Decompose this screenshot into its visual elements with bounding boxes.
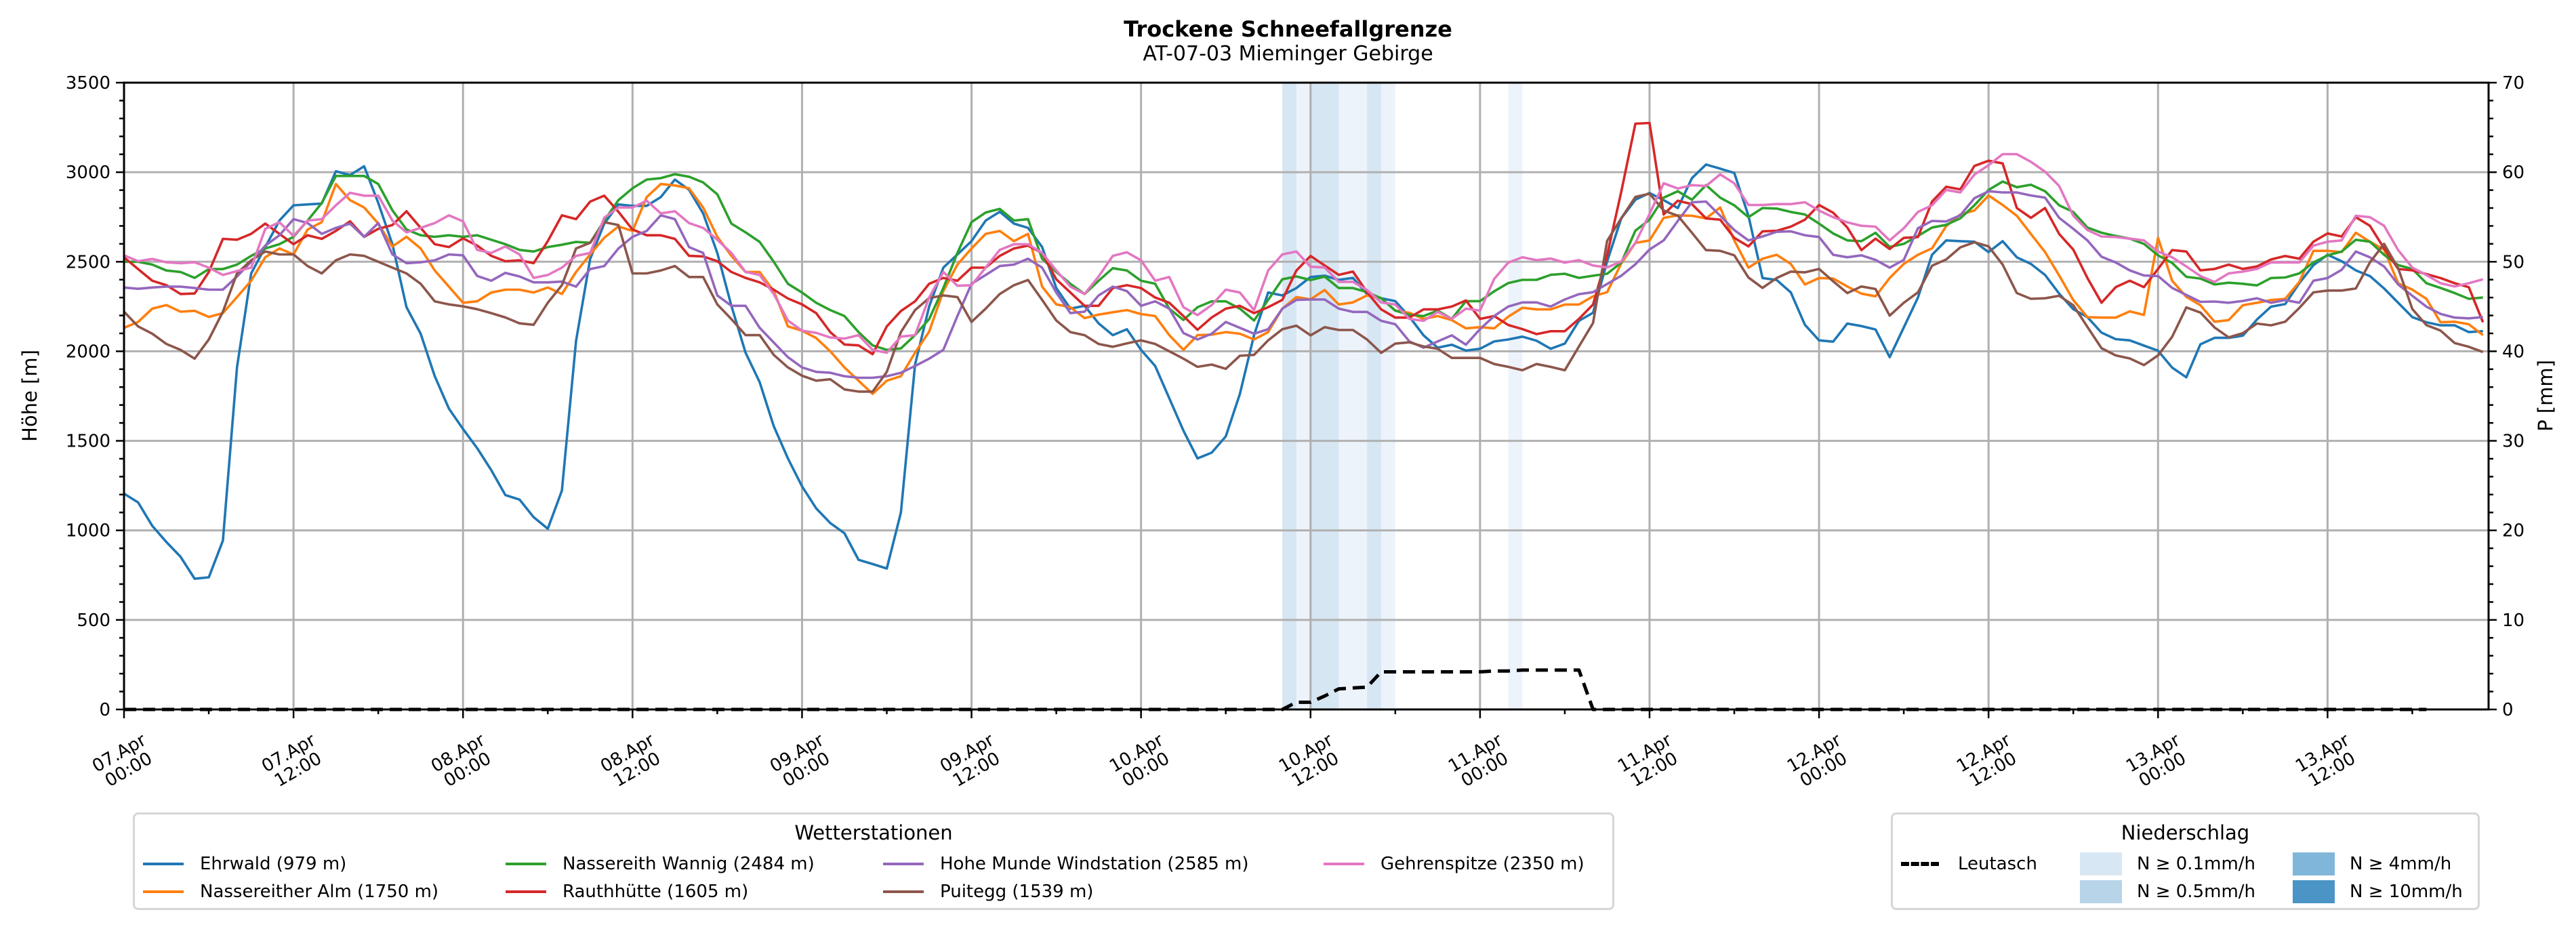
legend-label: N ≥ 4mm/h (2350, 854, 2452, 874)
legend-item: Rauthhütte (1605 m) (506, 880, 748, 903)
legend-label: Nassereith Wannig (2484 m) (563, 854, 815, 874)
precip-band (1508, 83, 1523, 709)
y-tick-label: 1000 (66, 521, 110, 541)
legend-stations-title: Wetterstationen (794, 821, 953, 844)
legend-item: Leutasch (1901, 852, 2037, 875)
series-line (123, 152, 2484, 354)
legend-item: N ≥ 0.1mm/h (2080, 852, 2255, 875)
legend-patch-0-1 (2080, 852, 2122, 875)
series-line (123, 163, 2483, 580)
axes (116, 81, 2497, 718)
precip-band (1282, 83, 1296, 709)
y2-tick-label: 70 (2502, 73, 2524, 94)
legend-item: Nassereither Alm (1750 m) (143, 880, 438, 903)
legend-dashed-line (1901, 862, 1939, 866)
legend-item: Hohe Munde Windstation (2585 m) (883, 852, 1248, 875)
legend-line-hohe-munde (883, 863, 924, 865)
legend-precip: Niederschlag Leutasch N ≥ 0.1mm/h N ≥ 0.… (1891, 812, 2480, 910)
y2-tick-label: 20 (2502, 521, 2524, 541)
legend-label: Nassereither Alm (1750 m) (200, 882, 439, 902)
precip-band (1310, 83, 1339, 709)
legend-stations: Wetterstationen Ehrwald (979 m) Nasserei… (133, 812, 1614, 910)
legend-line-puitegg (883, 890, 924, 893)
legend-line-gehrenspitze (1324, 863, 1364, 865)
legend-label: Ehrwald (979 m) (200, 854, 347, 874)
y-tick-label: 500 (77, 611, 110, 631)
legend-item: N ≥ 0.5mm/h (2080, 880, 2255, 903)
legend-line-nassereither-alm (143, 890, 184, 893)
legend-label: Hohe Munde Windstation (2585 m) (940, 854, 1249, 874)
legend-item: Ehrwald (979 m) (143, 852, 346, 875)
legend-label: Puitegg (1539 m) (940, 882, 1094, 902)
legend-item: N ≥ 10mm/h (2293, 880, 2463, 903)
legend-label: N ≥ 0.1mm/h (2137, 854, 2256, 874)
y-axis-label-right: P [mm] (2534, 360, 2557, 432)
y2-tick-label: 10 (2502, 611, 2524, 631)
legend-line-ehrwald (143, 863, 184, 865)
series-line (123, 182, 2484, 396)
chart-title: Trockene Schneefallgrenze (1124, 16, 1452, 42)
legend-patch-10 (2293, 880, 2335, 903)
legend-label: N ≥ 10mm/h (2350, 882, 2463, 902)
legend-item: Gehrenspitze (2350 m) (1324, 852, 1585, 875)
y-axis-label: Höhe [m] (18, 350, 41, 442)
station-series (123, 121, 2485, 580)
precip-band (1296, 83, 1311, 709)
legend-line-nassereith-wannig (506, 863, 546, 865)
plot-frame (123, 81, 2490, 711)
y-tick-label: 3500 (66, 73, 110, 94)
tick-labels: 0 500 1000 1500 2000 2500 3000 3500 0 10 20 30 40 50 6… (66, 73, 2524, 720)
y2-tick-label: 50 (2502, 252, 2524, 272)
chart-subtitle: AT-07-03 Mieminger Gebirge (1143, 42, 1433, 66)
precip-band (1338, 83, 1368, 709)
series-line (123, 121, 2485, 356)
series-line (123, 190, 2483, 379)
legend-item: Puitegg (1539 m) (883, 880, 1093, 903)
y-tick-label: 2000 (66, 342, 110, 362)
legend-patch-4 (2293, 852, 2335, 875)
series-line (123, 192, 2484, 393)
y2-tick-label: 0 (2502, 700, 2514, 720)
precip-band (1367, 83, 1381, 709)
y-tick-label: 3000 (66, 163, 110, 183)
y2-tick-label: 60 (2502, 163, 2524, 183)
y2-tick-label: 30 (2502, 432, 2524, 452)
legend-label: Rauthhütte (1605 m) (563, 882, 749, 902)
legend-item: N ≥ 4mm/h (2293, 852, 2451, 875)
y-tick-label: 2500 (66, 252, 110, 272)
legend-line-rauthhuette (506, 890, 546, 893)
y-tick-label: 0 (99, 700, 110, 720)
series-line (124, 173, 2483, 352)
precip-line-leutasch (124, 668, 2427, 711)
legend-patch-0-5 (2080, 880, 2122, 903)
legend-item: Nassereith Wannig (2484 m) (506, 852, 815, 875)
y-tick-label: 1500 (66, 432, 110, 452)
precip-band (1381, 83, 1395, 709)
legend-label: Gehrenspitze (2350 m) (1381, 854, 1585, 874)
precip-series (124, 668, 2427, 711)
y2-tick-label: 40 (2502, 342, 2524, 362)
legend-precip-title: Niederschlag (2121, 821, 2250, 844)
legend-label: Leutasch (1958, 854, 2037, 874)
precip-bands (1282, 83, 1523, 709)
legend-label: N ≥ 0.5mm/h (2137, 882, 2256, 902)
